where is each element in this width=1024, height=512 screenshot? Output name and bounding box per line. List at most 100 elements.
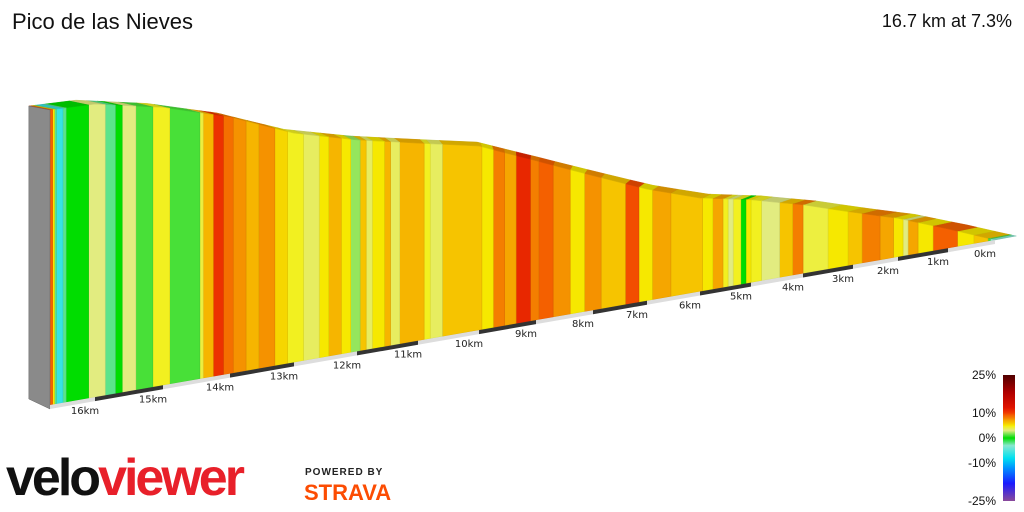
km-ground-band — [418, 330, 479, 345]
x-tick-label: 1km — [927, 257, 949, 268]
gradient-segment — [600, 177, 626, 310]
gradient-segment — [245, 120, 260, 372]
km-ground-band — [751, 273, 803, 287]
x-tick-label: 16km — [71, 406, 99, 417]
gradient-segment — [481, 146, 494, 330]
gradient-segment — [442, 144, 483, 337]
gradient-segment — [552, 164, 571, 318]
gradient-segment — [584, 173, 602, 313]
x-tick-label: 12km — [333, 360, 361, 371]
gradient-segment — [287, 131, 304, 364]
gradient-segment — [745, 199, 752, 284]
x-axis-labels: 0km 1km 2km 3km 4km 5km 6km 7km 8km 9km 10km 11km 12… — [71, 249, 996, 417]
gradient-segment — [847, 211, 863, 267]
legend-label: 0% — [978, 431, 996, 445]
gradient-segment — [399, 141, 425, 345]
veloviewer-logo: veloviewer — [6, 448, 245, 508]
gradient-segment — [152, 106, 170, 388]
gradient-segment — [625, 183, 640, 305]
x-tick-label: 5km — [730, 292, 752, 303]
km-ground-band — [593, 300, 647, 315]
gradient-segment — [529, 158, 540, 322]
gradient-segment — [902, 219, 909, 257]
gradient-segment — [199, 112, 204, 380]
gradient-legend-bar — [1003, 375, 1015, 501]
gradient-segment — [651, 189, 672, 301]
gradient-segment — [802, 204, 829, 274]
x-tick-label: 7km — [626, 310, 648, 321]
gradient-segment — [121, 105, 137, 393]
km-ground-band — [853, 256, 898, 269]
gradient-segment — [371, 140, 385, 350]
km-ground-band — [700, 282, 751, 296]
gradient-segment — [340, 137, 352, 355]
gradient-segment — [390, 141, 401, 346]
gradient-segment — [365, 140, 373, 351]
gradient-segment — [827, 208, 849, 270]
gradient-segment — [670, 192, 703, 297]
powered-by-label: POWERED BY — [305, 467, 384, 478]
gradient-segment — [115, 104, 123, 394]
gradient-segment — [702, 197, 714, 292]
front-face-layer — [28, 103, 996, 410]
km-ground-band — [803, 264, 853, 278]
gradient-segment — [732, 198, 742, 287]
strava-logo: STRAVA — [304, 480, 392, 505]
gradient-segment — [274, 128, 288, 367]
x-tick-label: 4km — [782, 283, 804, 294]
km-ground-band — [948, 240, 995, 253]
km-ground-band — [95, 385, 163, 402]
gradient-segment — [212, 114, 224, 377]
gradient-segment — [350, 138, 361, 353]
km-ground-band — [294, 351, 357, 367]
gradient-segment — [328, 136, 342, 357]
km-ground-band — [50, 397, 95, 409]
x-tick-label: 14km — [206, 383, 234, 394]
gradient-segment — [65, 104, 89, 403]
logo-viewer: viewer — [98, 449, 245, 507]
gradient-segment — [202, 112, 214, 379]
km-ground-band — [479, 320, 536, 335]
gradient-segment — [56, 107, 64, 405]
ground-band-layer — [50, 240, 995, 409]
gradient-segment — [62, 107, 67, 404]
km-ground-band — [230, 362, 294, 378]
gradient-segment — [722, 198, 729, 288]
km-ground-band — [647, 291, 700, 305]
km-ground-band — [357, 340, 418, 356]
top-surface-layer — [28, 99, 1017, 241]
x-tick-label: 15km — [139, 394, 167, 405]
legend-label: -25% — [967, 494, 996, 508]
gradient-segment — [423, 143, 431, 341]
gradient-segment — [712, 198, 724, 290]
gradient-segment — [429, 143, 443, 339]
gradient-segment — [792, 203, 804, 276]
x-tick-label: 11km — [394, 350, 422, 361]
gradient-segment — [492, 149, 505, 328]
profile-end-face — [28, 105, 51, 410]
gradient-segment — [232, 117, 247, 374]
gradient-segment — [135, 105, 154, 391]
gradient-segment — [538, 161, 554, 321]
gradient-segment — [359, 139, 367, 352]
km-ground-band — [536, 310, 593, 325]
gradient-segment — [318, 135, 329, 359]
gradient-segment — [169, 108, 201, 385]
x-tick-label: 2km — [877, 266, 899, 277]
gradient-segment — [740, 199, 747, 285]
gradient-segment — [569, 169, 585, 315]
gradient-segment — [987, 238, 991, 242]
km-ground-band — [898, 248, 948, 261]
gradient-segment — [761, 200, 780, 282]
x-tick-label: 10km — [455, 339, 483, 350]
gradient-segment — [861, 213, 881, 264]
x-tick-label: 0km — [974, 249, 996, 260]
x-tick-label: 3km — [832, 274, 854, 285]
gradient-segment — [49, 109, 53, 406]
legend-label: 10% — [971, 405, 996, 420]
x-tick-label: 8km — [572, 319, 594, 330]
gradient-segment — [727, 198, 734, 287]
gradient-segment — [223, 115, 234, 376]
gradient-segment — [750, 199, 762, 283]
gradient-segment — [303, 133, 320, 362]
